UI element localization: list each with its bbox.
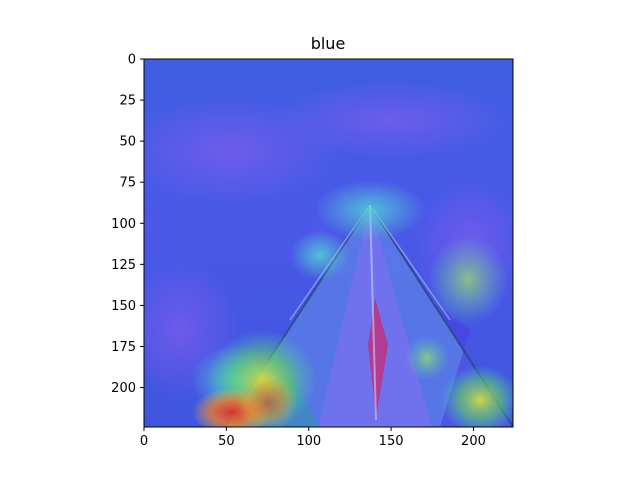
hotspot-orange [238, 374, 298, 427]
hotspot-green [428, 235, 508, 325]
hotspot-cyan [290, 230, 350, 280]
hotspot-cyan [315, 180, 425, 240]
y-tick-label: 150 [111, 299, 136, 314]
haze-region [270, 80, 510, 160]
y-tick-label: 25 [119, 94, 136, 109]
y-tick-label: 0 [128, 53, 136, 68]
y-tick-label: 175 [111, 340, 136, 355]
hotspot-yellow [440, 365, 513, 427]
y-axis: 0 25 50 75 100 125 150 175 200 [111, 53, 144, 396]
heatmap-image [144, 59, 513, 427]
y-tick-label: 125 [111, 258, 136, 273]
x-tick-label: 100 [296, 434, 321, 449]
pyramid-edge [369, 204, 377, 421]
plot-frame [143, 58, 514, 428]
y-tick-label: 75 [119, 176, 136, 191]
y-tick-label: 100 [111, 217, 136, 232]
y-tick-label: 50 [119, 135, 136, 150]
hotspot-green [405, 336, 449, 380]
x-tick-label: 0 [140, 434, 148, 449]
x-tick-label: 50 [218, 434, 235, 449]
x-tick-label: 150 [379, 434, 404, 449]
y-tick-label: 200 [111, 381, 136, 396]
chart-title: blue [311, 34, 346, 53]
x-tick-label: 200 [461, 434, 486, 449]
x-axis: 0 50 100 150 200 [140, 427, 486, 449]
